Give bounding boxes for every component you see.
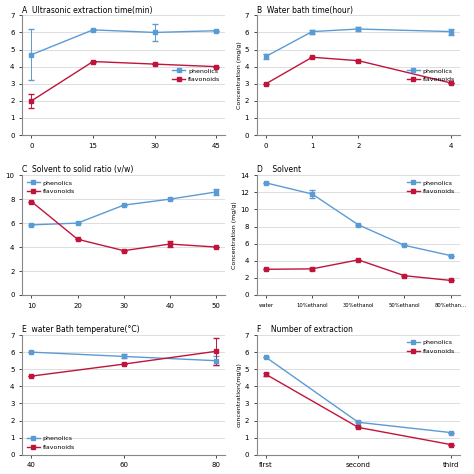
Text: F    Number of extraction: F Number of extraction [257,325,353,334]
Legend: phenolics, flavonoids: phenolics, flavonoids [25,434,77,452]
Y-axis label: Concentration (mg/g): Concentration (mg/g) [232,201,237,269]
Legend: phenolics, flavonoids: phenolics, flavonoids [405,338,457,356]
Text: A  Ultrasonic extraction time(min): A Ultrasonic extraction time(min) [22,6,153,15]
Legend: phenolics, flavonoids: phenolics, flavonoids [405,178,457,196]
Text: C  Solvent to solid ratio (v/w): C Solvent to solid ratio (v/w) [22,165,134,174]
Text: D    Solvent: D Solvent [257,165,301,174]
Text: E  water Bath temperature(°C): E water Bath temperature(°C) [22,325,140,334]
Legend: phenolics, flavonoids: phenolics, flavonoids [405,66,457,84]
Legend: phenolics, flavonoids: phenolics, flavonoids [171,66,222,84]
Legend: phenolics, flavonoids: phenolics, flavonoids [25,178,77,196]
Y-axis label: Concentration (mg/g): Concentration (mg/g) [237,41,242,109]
Y-axis label: concentration(mg/g): concentration(mg/g) [237,363,242,428]
Text: B  Water bath time(hour): B Water bath time(hour) [257,6,353,15]
